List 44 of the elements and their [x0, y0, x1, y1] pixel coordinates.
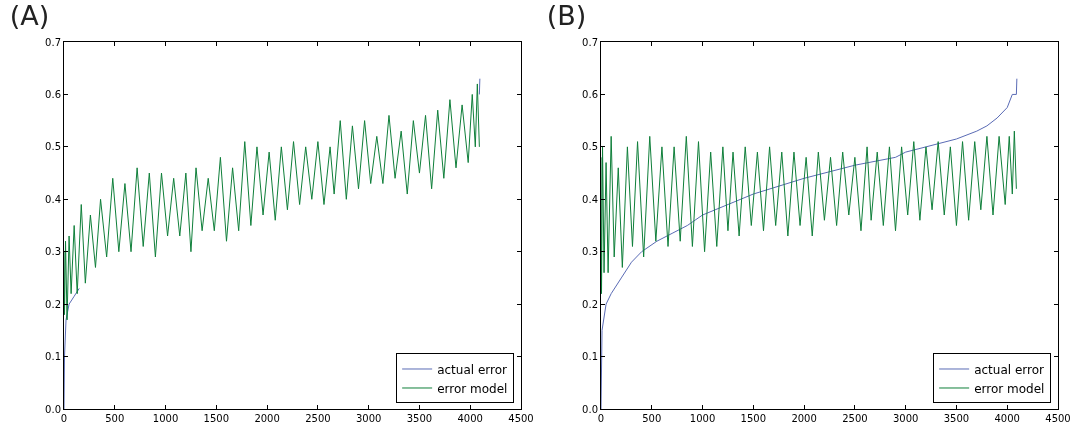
y-tick-label: 0.7 [45, 36, 61, 48]
line-series [601, 130, 1017, 295]
legend-label: actual error [437, 362, 508, 377]
y-tick-label: 0.2 [45, 298, 61, 310]
x-tick-label: 2000 [791, 413, 817, 424]
y-tick-label: 0.1 [582, 351, 598, 363]
x-tick-label: 500 [642, 413, 662, 424]
y-tick-label: 0.3 [45, 246, 61, 258]
x-tick-label: 3000 [355, 413, 382, 424]
y-tick-label: 0.3 [582, 246, 598, 258]
chart-title: (B) [546, 0, 587, 32]
x-tick-label: 4000 [994, 413, 1020, 424]
y-tick-label: 0.4 [582, 193, 598, 205]
x-tick-label: 1000 [152, 413, 179, 424]
legend-label: actual error [974, 362, 1045, 377]
y-tick-label: 0.1 [45, 351, 61, 363]
y-tick-label: 0.0 [45, 403, 61, 415]
y-tick-label: 0.6 [45, 88, 61, 100]
y-tick-label: 0.5 [582, 141, 598, 153]
x-tick-label: 2500 [305, 413, 331, 424]
x-tick-label: 0 [60, 413, 68, 424]
y-tick-label: 0.2 [582, 298, 598, 310]
x-tick-label: 3000 [892, 413, 919, 424]
x-tick-label: 1500 [740, 413, 767, 424]
chart-title: (A) [9, 0, 50, 32]
x-tick-label: 3500 [943, 413, 970, 424]
y-tick-label: 0.7 [582, 36, 598, 48]
x-tick-label: 4500 [508, 413, 534, 424]
y-tick-label: 0.0 [582, 403, 598, 415]
y-tick-label: 0.6 [582, 88, 598, 100]
x-tick-label: 1500 [203, 413, 230, 424]
line-series [64, 83, 480, 321]
y-tick-label: 0.4 [45, 193, 61, 205]
y-tick-label: 0.5 [45, 141, 61, 153]
x-tick-label: 1000 [689, 413, 716, 424]
x-tick-label: 4500 [1045, 413, 1071, 424]
legend-label: error model [437, 381, 508, 396]
x-tick-label: 0 [597, 413, 605, 424]
x-tick-label: 500 [105, 413, 125, 424]
x-tick-label: 2500 [842, 413, 868, 424]
x-tick-label: 4000 [457, 413, 483, 424]
x-tick-label: 3500 [406, 413, 433, 424]
legend-label: error model [974, 381, 1045, 396]
x-tick-label: 2000 [254, 413, 280, 424]
